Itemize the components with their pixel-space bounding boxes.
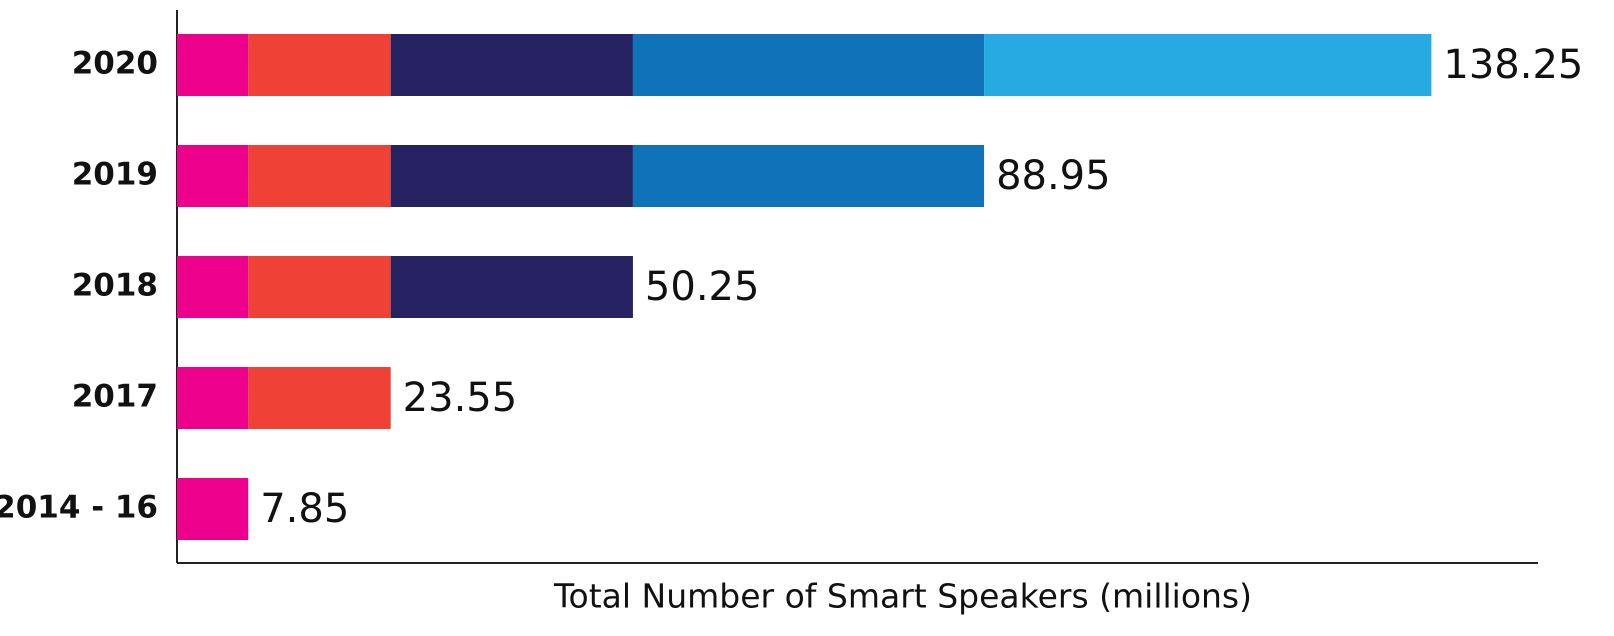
bar-segment bbox=[177, 145, 249, 207]
bar-segment bbox=[632, 145, 985, 207]
total-label: 7.85 bbox=[260, 486, 349, 532]
bar-segment bbox=[177, 34, 249, 96]
total-label: 88.95 bbox=[996, 153, 1111, 199]
bar-segment bbox=[248, 367, 391, 429]
bar-segment bbox=[177, 478, 249, 540]
y-tick-label: 2019 bbox=[72, 157, 158, 193]
y-tick-label: 2014 - 16 bbox=[0, 490, 158, 526]
total-label: 50.25 bbox=[645, 264, 760, 310]
bar-segment bbox=[390, 34, 633, 96]
bar-segment bbox=[390, 256, 633, 318]
total-label: 138.25 bbox=[1443, 42, 1583, 88]
bar-segment bbox=[248, 256, 391, 318]
bar-segment bbox=[984, 34, 1432, 96]
bar-segment bbox=[248, 34, 391, 96]
y-tick-label: 2020 bbox=[72, 46, 158, 82]
bar-segment bbox=[248, 145, 391, 207]
y-tick-label: 2018 bbox=[72, 268, 158, 304]
bar-segment bbox=[390, 145, 633, 207]
x-axis-label: Total Number of Smart Speakers (millions… bbox=[553, 577, 1252, 616]
bar-segment bbox=[177, 367, 249, 429]
y-tick-label: 2017 bbox=[72, 379, 158, 415]
bar-segment bbox=[177, 256, 249, 318]
bar-segment bbox=[632, 34, 985, 96]
total-label: 23.55 bbox=[403, 375, 518, 421]
